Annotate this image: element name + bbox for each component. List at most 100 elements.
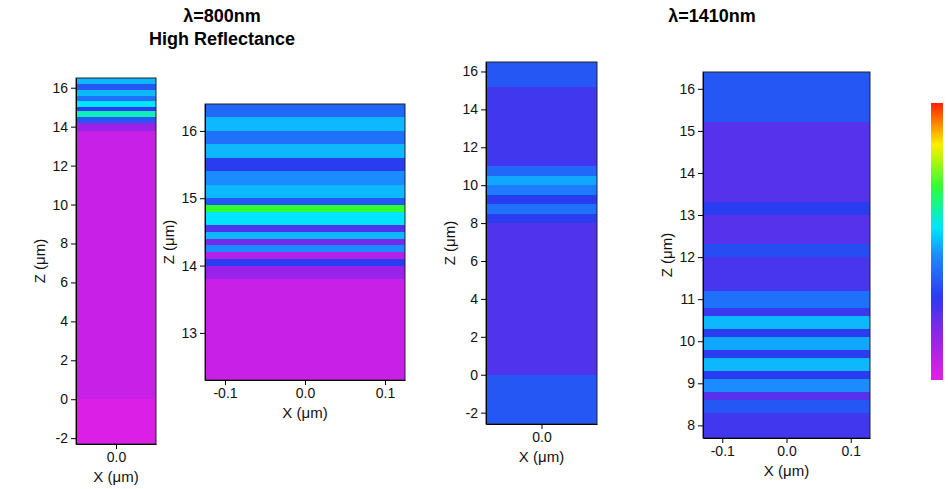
field-cell bbox=[205, 245, 405, 252]
field-cell bbox=[205, 239, 405, 246]
tick: 0 bbox=[470, 367, 486, 383]
tick-mark bbox=[71, 243, 76, 244]
tick: 12 bbox=[462, 139, 486, 155]
field-cell bbox=[76, 111, 156, 117]
tick-label: 11 bbox=[680, 291, 695, 307]
field-cell bbox=[76, 123, 156, 131]
tick: 14 bbox=[679, 165, 703, 181]
tick: 8 bbox=[60, 235, 76, 251]
tick-mark bbox=[481, 299, 486, 300]
plot-area bbox=[486, 62, 597, 424]
field-cell bbox=[486, 223, 597, 375]
tick: 0.0 bbox=[532, 424, 552, 445]
field-cell bbox=[703, 72, 870, 122]
tick-mark bbox=[698, 425, 703, 426]
tick-label: 0.1 bbox=[376, 385, 396, 401]
tick-label: 16 bbox=[181, 123, 197, 139]
field-cell bbox=[703, 358, 870, 371]
tick: 16 bbox=[181, 123, 205, 139]
tick-mark bbox=[200, 131, 205, 132]
tick-mark bbox=[698, 89, 703, 90]
tick: 16 bbox=[462, 63, 486, 79]
tick-mark bbox=[698, 299, 703, 300]
tick-label: -2 bbox=[56, 430, 69, 446]
tick: 6 bbox=[60, 274, 76, 290]
tick: 2 bbox=[60, 352, 76, 368]
tick-label: 10 bbox=[462, 177, 478, 193]
tick-mark bbox=[481, 147, 486, 148]
axis-title: X (μm) bbox=[282, 404, 327, 421]
tick: 12 bbox=[679, 249, 703, 265]
tick: 13 bbox=[679, 207, 703, 223]
field-cell bbox=[205, 117, 405, 130]
field-cell bbox=[703, 337, 870, 350]
field-cell bbox=[486, 166, 597, 175]
tick-mark bbox=[481, 109, 486, 110]
tick: 0.0 bbox=[296, 380, 316, 401]
field-cell bbox=[486, 375, 597, 424]
x-axis: -0.1 0.0 0.1 bbox=[206, 380, 406, 401]
field-cell bbox=[76, 131, 156, 400]
tick-label: 9 bbox=[687, 375, 695, 391]
plot-area bbox=[205, 104, 405, 380]
tick: 14 bbox=[52, 119, 76, 135]
tick: 14 bbox=[462, 101, 486, 117]
tick-mark bbox=[71, 321, 76, 322]
field-cell bbox=[205, 279, 405, 380]
tick-label: 0 bbox=[470, 367, 478, 383]
axis-line bbox=[486, 63, 487, 425]
tick-mark bbox=[71, 438, 76, 439]
field-cell bbox=[205, 104, 405, 117]
tick-label: 6 bbox=[470, 253, 478, 269]
tick-label: 12 bbox=[679, 249, 695, 265]
field-cell bbox=[205, 158, 405, 171]
tick: -0.1 bbox=[213, 380, 237, 401]
tick: -2 bbox=[56, 430, 76, 446]
axis-title: X (μm) bbox=[93, 468, 138, 485]
plot-frame bbox=[76, 78, 156, 444]
field-cell bbox=[205, 252, 405, 259]
tick: 13 bbox=[181, 325, 205, 341]
field-cell bbox=[205, 198, 405, 205]
tick-label: 12 bbox=[52, 158, 68, 174]
tick-label: 16 bbox=[52, 80, 68, 96]
field-cell bbox=[703, 244, 870, 257]
tick-label: 13 bbox=[679, 207, 695, 223]
plot-area bbox=[703, 72, 870, 438]
field-cell bbox=[703, 122, 870, 202]
field-cell bbox=[486, 62, 597, 87]
field-cell bbox=[703, 316, 870, 329]
axis-title: Z (μm) bbox=[160, 220, 177, 264]
tick-label: 15 bbox=[181, 190, 197, 206]
plot-frame bbox=[703, 72, 870, 438]
tick-mark bbox=[200, 198, 205, 199]
panel-title: λ=1410nm bbox=[668, 6, 756, 26]
field-cell bbox=[703, 379, 870, 392]
tick-label: -0.1 bbox=[213, 385, 237, 401]
tick-mark bbox=[481, 337, 486, 338]
field-cell bbox=[703, 215, 870, 244]
field-cell bbox=[486, 176, 597, 185]
tick-label: 14 bbox=[462, 101, 478, 117]
tick-mark bbox=[71, 166, 76, 167]
field-cell bbox=[76, 90, 156, 96]
panel: -202468101214160.0X (μm)Z (μm) bbox=[441, 62, 597, 465]
tick: 0.1 bbox=[376, 380, 396, 401]
field-cell bbox=[205, 212, 405, 225]
plot-frame bbox=[205, 104, 405, 380]
tick-mark bbox=[71, 88, 76, 89]
tick-label: 8 bbox=[60, 235, 68, 251]
field-cell bbox=[205, 171, 405, 184]
axis-line bbox=[76, 79, 77, 445]
axis-title: Z (μm) bbox=[31, 239, 48, 283]
tick: 8 bbox=[470, 215, 486, 231]
tick-label: 2 bbox=[60, 352, 68, 368]
field-cell bbox=[205, 266, 405, 279]
field-cell bbox=[486, 87, 597, 167]
axis-title: X (μm) bbox=[519, 448, 564, 465]
axis-line bbox=[703, 73, 704, 439]
tick: 9 bbox=[687, 375, 703, 391]
tick-mark bbox=[481, 413, 486, 414]
tick-mark bbox=[481, 223, 486, 224]
field-cell bbox=[205, 144, 405, 157]
